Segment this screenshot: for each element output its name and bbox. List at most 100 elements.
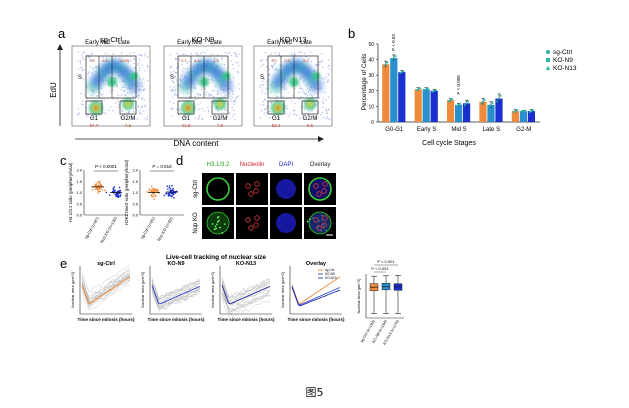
facs-event	[122, 90, 124, 92]
facs-event	[119, 58, 121, 60]
facs-event	[214, 99, 216, 101]
bar-datapoint	[459, 102, 462, 105]
facs-g1-label: G1	[182, 116, 191, 122]
dot-point	[113, 186, 116, 188]
facs-event	[300, 87, 303, 90]
facs-event	[194, 117, 196, 119]
dot-point	[95, 186, 98, 189]
facs-event	[263, 98, 266, 101]
facs-event	[231, 107, 233, 109]
facs-event	[259, 116, 262, 119]
facs-event	[125, 94, 127, 96]
facs-event	[236, 96, 238, 98]
facs-event	[230, 54, 233, 57]
facs-event	[307, 91, 310, 93]
facs-event	[211, 90, 214, 93]
facs-gate-label: Mid	[100, 40, 110, 46]
facs-event	[91, 94, 93, 97]
bar-sg-Ctrl	[511, 111, 519, 122]
bar-KO-N9	[455, 104, 463, 122]
box-y-label: Nuclear Area (μm^2)	[357, 278, 361, 314]
trace-single-cell	[221, 293, 271, 314]
facs-event	[239, 88, 241, 90]
facs-event	[143, 110, 145, 112]
facs-event	[272, 58, 275, 61]
trace-x-label: Time since mitosis (hours)	[288, 317, 345, 322]
trace-single-cell	[221, 281, 271, 302]
facs-event	[117, 94, 119, 96]
legend-marker-circle	[546, 50, 550, 54]
trace-y-label: Nuclear area (μm^2)	[140, 271, 145, 308]
bar-pvalue: P < 0.03	[391, 34, 396, 51]
facs-event	[308, 110, 310, 112]
bar-datapoint	[391, 58, 394, 61]
facs-event	[270, 101, 272, 103]
bar-datapoint	[423, 89, 426, 92]
bar-y-tick-label: 10	[368, 104, 374, 110]
facs-event	[298, 98, 301, 101]
facs-event	[144, 117, 146, 120]
facs-event	[275, 68, 278, 70]
facs-event	[270, 65, 273, 67]
micro-foci	[218, 219, 220, 222]
facs-plot-title: KO-N9	[192, 35, 215, 44]
facs-event	[174, 75, 176, 78]
micro-nucleolus	[254, 215, 260, 221]
facs-event	[171, 88, 174, 91]
bar-datapoint	[512, 111, 515, 114]
facs-event	[90, 52, 93, 55]
micro-foci	[216, 216, 219, 219]
facs-event	[130, 117, 132, 119]
legend-marker-triangle	[545, 65, 551, 70]
facs-gate-label: Early	[177, 40, 191, 46]
trace-mean	[81, 276, 131, 305]
facs-g2m-gate	[119, 100, 137, 115]
dot-point	[116, 195, 118, 198]
facs-event	[204, 52, 207, 54]
bar-datapoint	[498, 97, 500, 100]
facs-early-pct: 4.2	[271, 58, 277, 63]
bar-datapoint	[425, 88, 428, 91]
facs-event	[78, 68, 80, 70]
bar-KO-N9	[422, 89, 430, 122]
facs-event	[77, 113, 79, 115]
bar-datapoint	[532, 109, 534, 112]
facs-event	[173, 102, 175, 104]
facs-event	[314, 99, 317, 101]
facs-event	[186, 67, 188, 70]
trace-plot-2: KO-N13 Nuclear area (μm^2) Time since mito…	[210, 261, 275, 322]
facs-event	[144, 88, 146, 90]
dot-point	[154, 195, 157, 197]
bar-KO-N13	[430, 90, 438, 122]
facs-event	[327, 58, 330, 61]
facs-event	[176, 108, 178, 110]
facs-event	[235, 53, 238, 56]
facs-event	[94, 66, 97, 68]
facs-event	[201, 107, 204, 110]
facs-event	[81, 56, 84, 59]
bar-datapoint	[522, 110, 525, 113]
facs-event	[123, 94, 126, 96]
facs-event	[204, 88, 206, 90]
facs-event	[229, 52, 231, 54]
trace-overlay-mean	[291, 287, 341, 307]
trace-single-cell	[151, 287, 201, 308]
legend-label: KO-N9	[553, 57, 573, 64]
bar-datapoint	[402, 70, 405, 73]
facs-event	[314, 64, 317, 66]
facs-event	[271, 116, 274, 119]
trace-single-cell	[81, 270, 131, 300]
facs-g2m-pct: 7.9	[217, 123, 224, 128]
facs-event	[144, 55, 146, 57]
facs-event	[172, 96, 174, 99]
bar-datapoint	[448, 100, 450, 103]
facs-event	[99, 92, 101, 94]
facs-event	[326, 81, 329, 83]
trace-x-label: Time since mitosis (hours)	[148, 317, 205, 322]
micro-image	[304, 173, 336, 205]
dot-point	[96, 188, 98, 190]
facs-event	[198, 118, 200, 120]
